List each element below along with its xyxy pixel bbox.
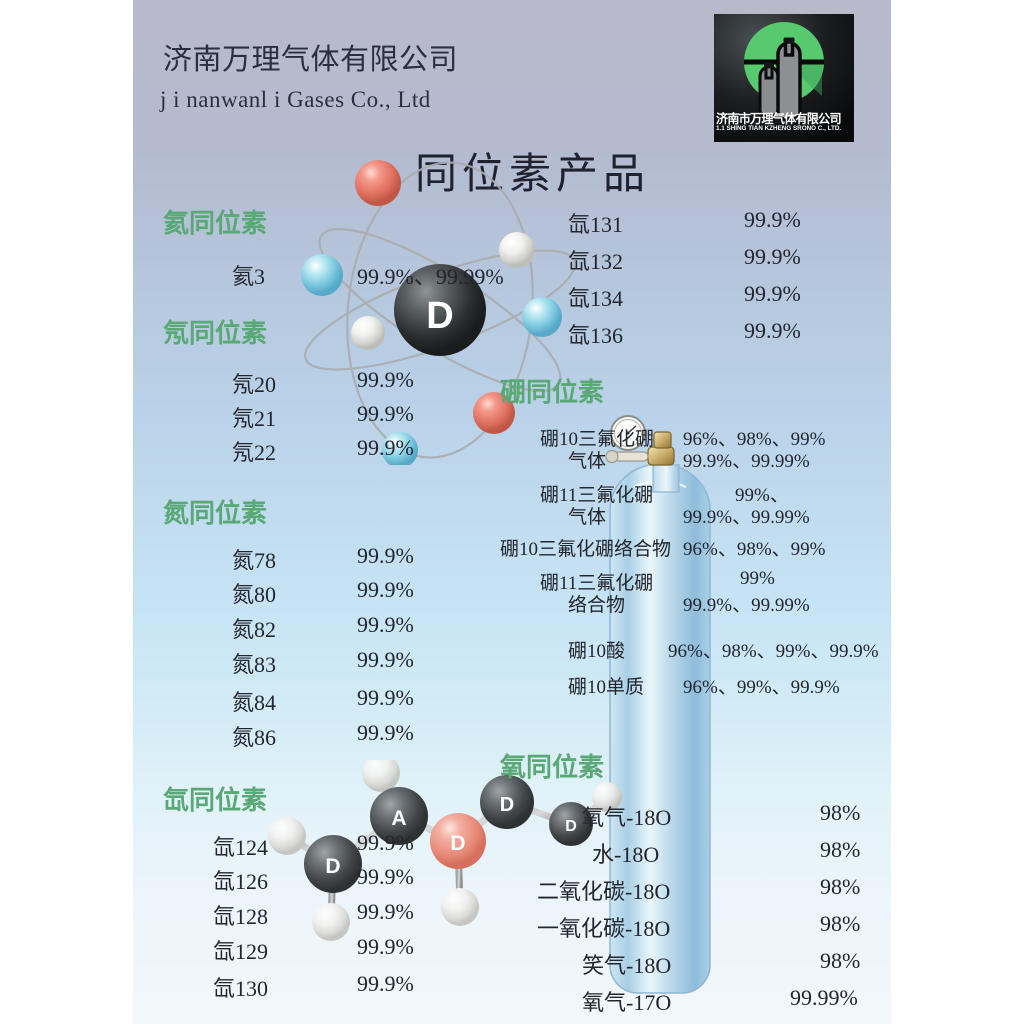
svg-text:D: D (450, 832, 465, 855)
svg-text:D: D (500, 794, 514, 816)
svg-text:D: D (426, 295, 453, 337)
svg-text:D: D (325, 855, 340, 878)
svg-text:D: D (565, 818, 577, 835)
svg-text:A: A (391, 807, 406, 830)
